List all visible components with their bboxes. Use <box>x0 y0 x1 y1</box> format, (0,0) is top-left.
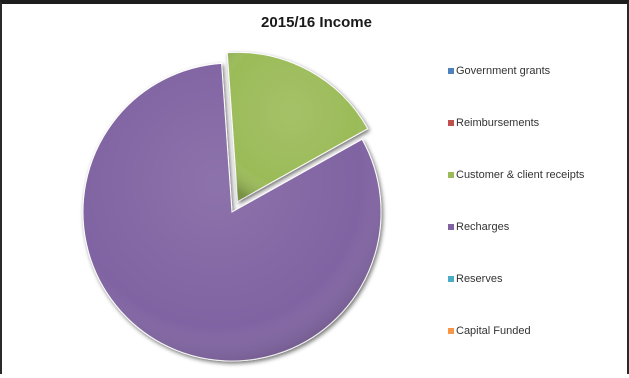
legend-swatch <box>448 328 454 334</box>
legend-label: Government grants <box>456 65 551 77</box>
legend-swatch <box>448 276 454 282</box>
legend-swatch <box>448 68 454 74</box>
legend-item-government-grants: Government grants <box>448 64 550 78</box>
legend-swatch <box>448 172 454 178</box>
legend-label: Reimbursements <box>456 117 540 129</box>
legend-item-recharges: Recharges <box>448 220 509 234</box>
legend-swatch <box>448 224 454 230</box>
legend-item-reimbursements: Reimbursements <box>448 116 539 130</box>
legend-swatch <box>448 120 454 126</box>
legend-label: Customer & client receipts <box>456 169 585 181</box>
pie-chart <box>82 51 382 362</box>
legend-item-customer-client-receipts: Customer & client receipts <box>448 168 584 182</box>
legend-item-capital-funded: Capital Funded <box>448 324 531 338</box>
legend-label: Recharges <box>456 221 510 233</box>
legend-item-reserves: Reserves <box>448 272 502 286</box>
chart-title: 2015/16 Income <box>261 14 372 31</box>
legend-label: Reserves <box>456 273 503 285</box>
legend-label: Capital Funded <box>456 325 531 337</box>
